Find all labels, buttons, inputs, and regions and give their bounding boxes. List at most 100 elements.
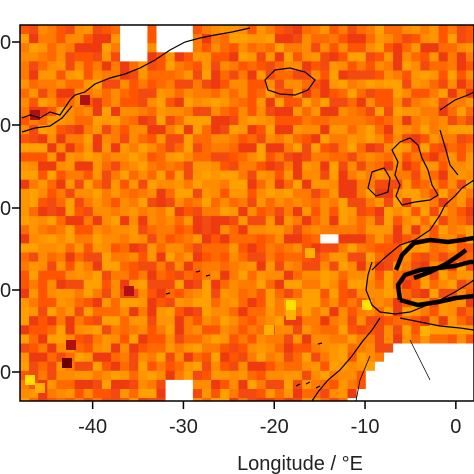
heatmap-cell — [138, 389, 148, 399]
heatmap-cell — [211, 270, 221, 281]
heatmap-cell — [192, 43, 203, 53]
heatmap-cell — [347, 179, 357, 190]
heatmap-cell — [283, 43, 294, 53]
heatmap-cell — [265, 188, 276, 199]
heatmap-cell — [192, 125, 203, 135]
heatmap-cell — [129, 70, 139, 80]
heatmap-cell — [274, 116, 285, 126]
heatmap-cell — [165, 88, 175, 99]
heatmap-cell — [183, 179, 194, 190]
heatmap-cell — [338, 398, 348, 401]
heatmap-cell — [92, 234, 103, 244]
heatmap-cell — [438, 307, 448, 317]
heatmap-cell — [165, 288, 175, 299]
heatmap-cell — [20, 343, 30, 353]
heatmap-cell — [311, 270, 321, 281]
heatmap-cell — [293, 43, 303, 53]
heatmap-cell — [411, 343, 421, 353]
heatmap-cell — [165, 116, 175, 126]
heatmap-cell — [384, 325, 394, 335]
heatmap-cell — [365, 43, 376, 53]
heatmap-cell — [211, 97, 221, 108]
heatmap-cell — [420, 116, 430, 126]
heatmap-cell — [211, 370, 221, 381]
heatmap-cell — [38, 188, 48, 199]
heatmap-cell — [101, 125, 112, 135]
x-tick-label: -20 — [260, 416, 289, 438]
heatmap-cell — [56, 79, 66, 89]
heatmap-cell — [283, 243, 294, 253]
heatmap-cell — [147, 70, 157, 80]
heatmap-cell — [74, 52, 84, 62]
heatmap-cell — [29, 225, 39, 235]
heatmap-cell — [311, 43, 321, 53]
heatmap-cell — [74, 298, 84, 308]
heatmap-cell — [356, 398, 367, 401]
heatmap-cell — [356, 370, 367, 381]
heatmap-cell — [456, 152, 467, 162]
heatmap-cell — [192, 325, 203, 335]
heatmap-cell — [220, 70, 230, 80]
heatmap-cell — [56, 34, 66, 44]
heatmap-cell — [311, 288, 321, 299]
heatmap-cell — [420, 70, 430, 80]
heatmap-cell — [65, 316, 75, 326]
heatmap-cell-accent — [66, 340, 76, 350]
heatmap-cell — [156, 70, 166, 80]
heatmap-cell — [229, 261, 239, 271]
heatmap-cell — [384, 398, 394, 401]
heatmap-cell — [447, 179, 458, 190]
heatmap-cell — [192, 97, 203, 108]
heatmap-cell — [74, 307, 84, 317]
heatmap-cell — [229, 379, 239, 390]
heatmap-cell — [465, 270, 474, 281]
heatmap-cell — [111, 316, 121, 326]
heatmap-cell — [283, 361, 294, 372]
heatmap-cell — [429, 97, 439, 108]
heatmap-cell — [83, 225, 94, 235]
heatmap-cell — [347, 370, 357, 381]
heatmap-cell — [111, 106, 121, 117]
heatmap-cell — [120, 43, 130, 53]
heatmap-cell — [374, 152, 385, 162]
heatmap-cell — [438, 188, 448, 199]
heatmap-cell — [38, 316, 48, 326]
heatmap-cell — [83, 352, 94, 362]
heatmap-cell — [101, 97, 112, 108]
heatmap-cell — [365, 361, 376, 372]
heatmap-cell — [256, 134, 266, 144]
heatmap-cell — [192, 225, 203, 235]
heatmap-cell — [411, 261, 421, 271]
heatmap-cell — [129, 207, 139, 217]
heatmap-cell — [411, 352, 421, 362]
heatmap-cell — [211, 279, 221, 290]
heatmap-cell — [293, 70, 303, 80]
great-britain-coast — [391, 137, 439, 206]
heatmap-cell — [20, 270, 30, 281]
heatmap-cell — [411, 252, 421, 262]
heatmap-cell — [211, 179, 221, 190]
heatmap-cell — [192, 298, 203, 308]
heatmap-cell — [429, 307, 439, 317]
heatmap-cell — [74, 79, 84, 89]
heatmap-cell — [202, 352, 212, 362]
heatmap-cell — [329, 43, 339, 53]
heatmap-cell — [347, 325, 357, 335]
heatmap-cell — [92, 243, 103, 253]
heatmap-cell — [384, 389, 394, 399]
heatmap-cell — [438, 343, 448, 353]
heatmap-cell — [338, 316, 348, 326]
greenland-coast — [21, 27, 251, 119]
heatmap-cell — [411, 288, 421, 299]
heatmap-cell — [229, 79, 239, 89]
heatmap-cell — [74, 152, 84, 162]
heatmap-cell — [456, 161, 467, 171]
heatmap-cell — [465, 52, 474, 62]
heatmap-cell — [274, 207, 285, 217]
heatmap-cell — [365, 88, 376, 99]
heatmap-cell — [20, 134, 30, 144]
heatmap-cell — [438, 152, 448, 162]
heatmap-cell — [447, 279, 458, 290]
heatmap-cell — [347, 43, 357, 53]
heatmap-cell — [411, 34, 421, 44]
